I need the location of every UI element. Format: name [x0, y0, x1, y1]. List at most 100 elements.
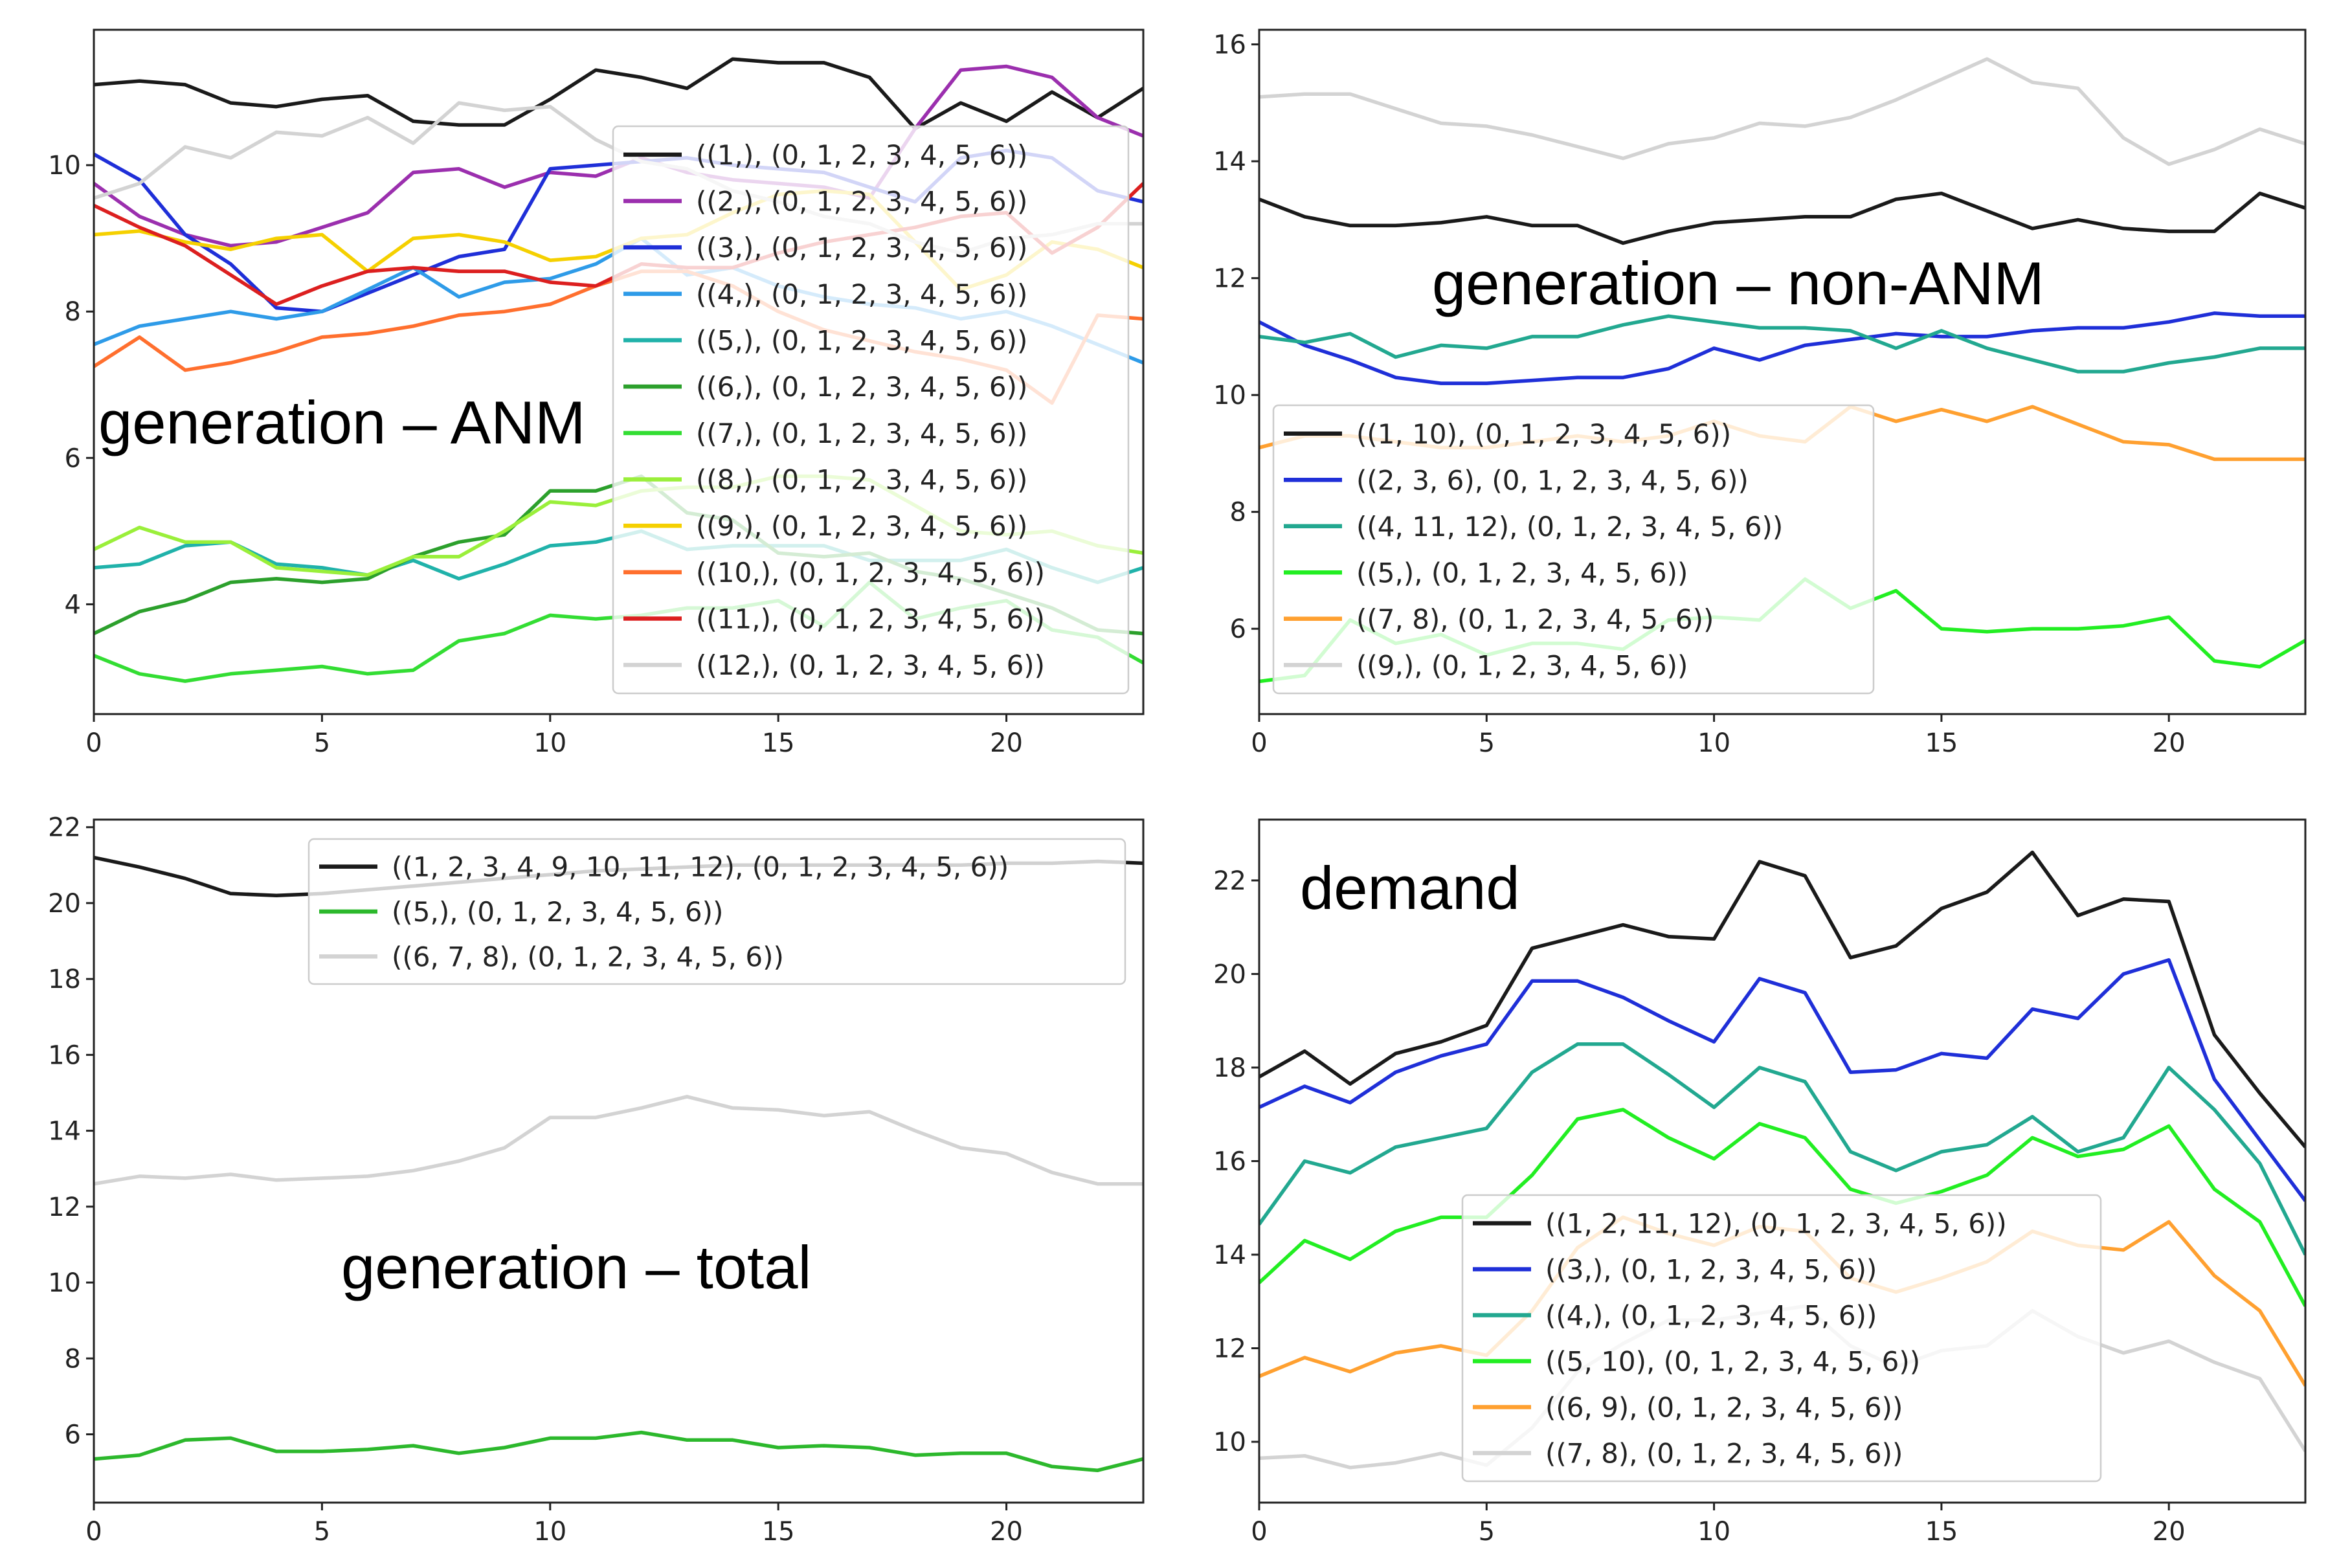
y-tick-label: 8: [65, 1344, 81, 1374]
x-tick-label: 10: [533, 728, 566, 758]
legend-label: ((6,), (0, 1, 2, 3, 4, 5, 6)): [696, 371, 1027, 403]
y-tick-label: 10: [1213, 381, 1246, 410]
legend-label: ((11,), (0, 1, 2, 3, 4, 5, 6)): [696, 603, 1045, 635]
legend-label: ((1, 2, 11, 12), (0, 1, 2, 3, 4, 5, 6)): [1545, 1208, 2007, 1240]
legend: ((1, 2, 11, 12), (0, 1, 2, 3, 4, 5, 6)) (…: [1461, 1194, 2102, 1483]
y-tick-label: 14: [1213, 147, 1246, 177]
legend-label: ((2,), (0, 1, 2, 3, 4, 5, 6)): [696, 186, 1027, 218]
series-line-3: [1259, 314, 2305, 374]
legend-box: [1461, 1194, 2102, 1483]
x-tick-label: 20: [990, 1517, 1023, 1547]
y-tick-label: 6: [1230, 614, 1246, 644]
y-tick-label: 12: [48, 1193, 81, 1222]
chart-generation-total: 0 5 10 15 20 6 8 10 12 14 16 18 20 22 ((1, 2, 3, 4, 9,…: [48, 813, 1145, 1547]
series-line-3: [1259, 1042, 2305, 1256]
x-tick-label: 0: [1251, 1517, 1267, 1547]
y-tick-label: 16: [48, 1040, 81, 1070]
legend-label: ((3,), (0, 1, 2, 3, 4, 5, 6)): [1545, 1254, 1877, 1286]
plot-frame: [1258, 28, 2307, 715]
legend-label: ((5,), (0, 1, 2, 3, 4, 5, 6)): [1356, 557, 1688, 588]
plot-frame: [93, 28, 1145, 715]
y-tick-label: 10: [48, 1268, 81, 1298]
legend: ((1, 2, 3, 4, 9, 10, 11, 12), (0, 1, 2, …: [308, 838, 1126, 985]
y-tick-label: 22: [1213, 866, 1246, 896]
legend-box: [308, 838, 1126, 985]
series-line-2: [94, 1430, 1143, 1472]
chart-annotation: generation – total: [341, 1233, 811, 1301]
y-tick-label: 12: [1213, 264, 1246, 294]
legend-label: ((5, 10), (0, 1, 2, 3, 4, 5, 6)): [1545, 1346, 1920, 1378]
x-tick-label: 5: [1479, 1517, 1495, 1547]
series-line-1: [1259, 850, 2305, 1148]
y-tick-label: 6: [65, 443, 81, 473]
legend-label: ((7, 8), (0, 1, 2, 3, 4, 5, 6)): [1545, 1438, 1903, 1470]
legend-label: ((5,), (0, 1, 2, 3, 4, 5, 6)): [696, 325, 1027, 357]
series-line-3: [94, 1095, 1143, 1186]
y-tick-label: 16: [1213, 30, 1246, 60]
legend-label: ((1,), (0, 1, 2, 3, 4, 5, 6)): [696, 139, 1027, 171]
legend-label: ((9,), (0, 1, 2, 3, 4, 5, 6)): [696, 510, 1027, 542]
y-tick-label: 8: [65, 297, 81, 327]
y-tick-label: 20: [1213, 959, 1246, 989]
legend-label: ((8,), (0, 1, 2, 3, 4, 5, 6)): [696, 464, 1027, 496]
x-tick-label: 0: [85, 728, 102, 758]
y-tick-label: 20: [48, 889, 81, 919]
x-tick-label: 15: [762, 728, 795, 758]
legend-label: ((2, 3, 6), (0, 1, 2, 3, 4, 5, 6)): [1356, 464, 1749, 496]
x-tick-label: 20: [2153, 728, 2186, 758]
y-tick-label: 18: [1213, 1053, 1246, 1083]
chart-annotation: generation – ANM: [98, 388, 585, 456]
x-tick-label: 10: [533, 1517, 566, 1547]
chart-annotation: demand: [1300, 854, 1520, 922]
series-line-6: [1259, 57, 2305, 166]
y-tick-label: 10: [48, 151, 81, 181]
legend-label: ((7, 8), (0, 1, 2, 3, 4, 5, 6)): [1356, 603, 1714, 635]
plot-frame: [93, 818, 1145, 1504]
series-line-2: [1259, 311, 2305, 385]
x-tick-label: 5: [314, 728, 330, 758]
legend-label: ((6, 9), (0, 1, 2, 3, 4, 5, 6)): [1545, 1392, 1903, 1424]
legend-label: ((9,), (0, 1, 2, 3, 4, 5, 6)): [1356, 649, 1688, 681]
legend-label: ((10,), (0, 1, 2, 3, 4, 5, 6)): [696, 557, 1045, 588]
x-tick-label: 5: [314, 1517, 330, 1547]
legend-label: ((1, 2, 3, 4, 9, 10, 11, 12), (0, 1, 2, …: [392, 851, 1009, 883]
x-tick-label: 10: [1697, 728, 1730, 758]
legend-label: ((1, 10), (0, 1, 2, 3, 4, 5, 6)): [1356, 418, 1731, 450]
legend-label: ((5,), (0, 1, 2, 3, 4, 5, 6)): [392, 896, 723, 928]
chart-generation-anm: 0 5 10 15 20 4 6 8 10 ((1,), (0, 1, 2, 3, 4, 5, 6…: [48, 28, 1145, 758]
x-tick-label: 10: [1697, 1517, 1730, 1547]
y-tick-label: 8: [1230, 498, 1246, 528]
x-tick-label: 15: [762, 1517, 795, 1547]
series-line-4: [1259, 1108, 2305, 1307]
chart-annotation: generation – non-ANM: [1432, 249, 2044, 317]
y-tick-label: 6: [65, 1420, 81, 1450]
legend-box: [1272, 404, 1875, 695]
series-line-1: [1259, 191, 2305, 245]
x-tick-label: 15: [1925, 1517, 1958, 1547]
chart-demand: 0 5 10 15 20 10 12 14 16 18 20 22 ((1, 2, 11, 12), (…: [1213, 818, 2307, 1547]
x-tick-label: 0: [1251, 728, 1267, 758]
legend-label: ((4, 11, 12), (0, 1, 2, 3, 4, 5, 6)): [1356, 511, 1783, 543]
y-tick-label: 14: [48, 1117, 81, 1147]
y-tick-label: 4: [65, 590, 81, 620]
legend-box: [612, 125, 1130, 695]
y-tick-label: 16: [1213, 1147, 1246, 1177]
y-tick-label: 18: [48, 965, 81, 994]
y-tick-label: 12: [1213, 1334, 1246, 1364]
x-tick-label: 5: [1479, 728, 1495, 758]
legend-label: ((3,), (0, 1, 2, 3, 4, 5, 6)): [696, 232, 1027, 263]
legend: ((1,), (0, 1, 2, 3, 4, 5, 6)) ((2,), (0, …: [612, 125, 1130, 695]
chart-generation-non-anm: 0 5 10 15 20 6 8 10 12 14 16 ((1, 10), (0, 1, 2, 3,…: [1213, 28, 2307, 758]
legend-label: ((4,), (0, 1, 2, 3, 4, 5, 6)): [1545, 1300, 1877, 1332]
legend-label: ((4,), (0, 1, 2, 3, 4, 5, 6)): [696, 278, 1027, 310]
legend-label: ((7,), (0, 1, 2, 3, 4, 5, 6)): [696, 418, 1027, 449]
x-tick-label: 0: [85, 1517, 102, 1547]
y-tick-label: 14: [1213, 1240, 1246, 1270]
legend: ((1, 10), (0, 1, 2, 3, 4, 5, 6)) ((2, 3, …: [1272, 404, 1875, 695]
legend-label: ((6, 7, 8), (0, 1, 2, 3, 4, 5, 6)): [392, 941, 784, 972]
x-tick-label: 15: [1925, 728, 1958, 758]
series-line-1: [94, 57, 1143, 131]
x-tick-label: 20: [990, 728, 1023, 758]
y-tick-label: 10: [1213, 1428, 1246, 1457]
